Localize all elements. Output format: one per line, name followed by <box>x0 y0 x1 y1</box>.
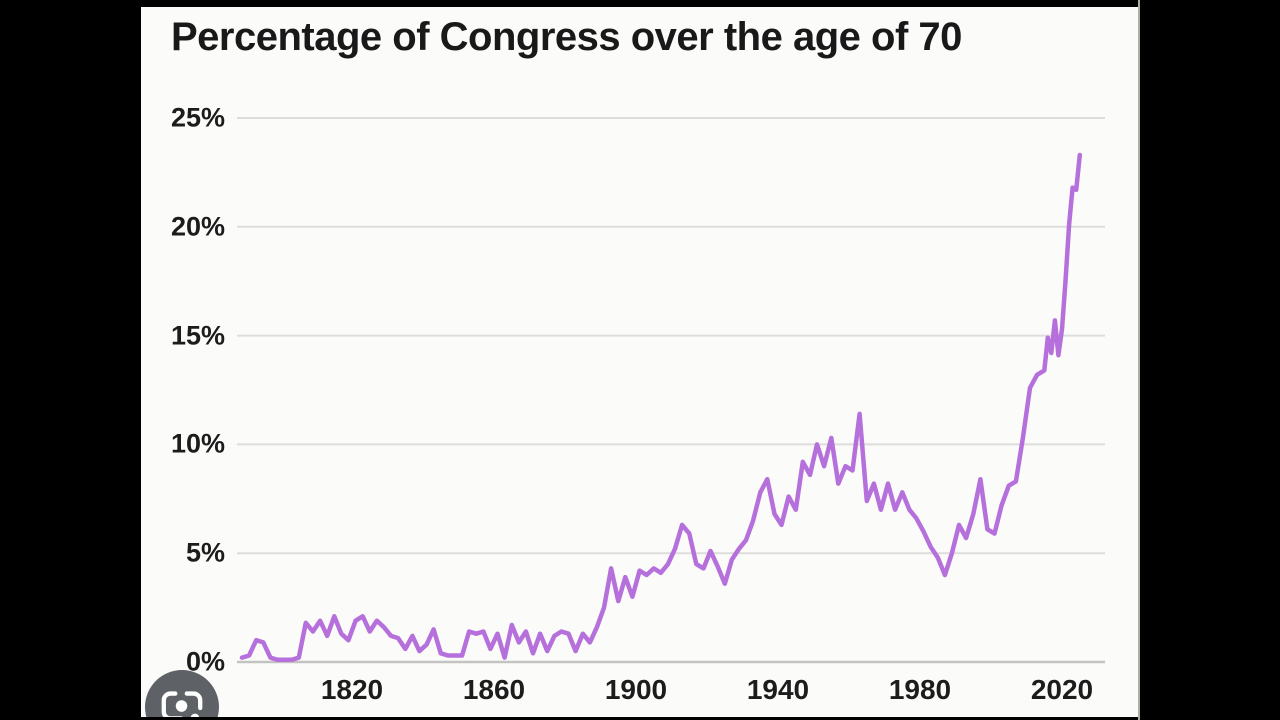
line-chart <box>237 117 1105 664</box>
y-tick-label-0: 0% <box>185 646 225 677</box>
google-lens-camera-icon <box>161 691 203 717</box>
google-lens-button[interactable] <box>145 670 219 717</box>
chart-image: Percentage of Congress over the age of 7… <box>141 7 1138 717</box>
chart-title: Percentage of Congress over the age of 7… <box>171 15 962 59</box>
y-tick-label-5: 5% <box>185 537 225 568</box>
letterbox-right <box>1138 0 1280 720</box>
y-tick-label-15: 15% <box>170 320 225 351</box>
congress-over-70-line <box>239 152 1083 663</box>
x-tick-label-1860: 1860 <box>462 674 526 705</box>
x-tick-label-1980: 1980 <box>888 674 952 705</box>
y-tick-label-10: 10% <box>170 428 225 459</box>
x-tick-label-1820: 1820 <box>320 674 384 705</box>
y-tick-label-25: 25% <box>170 102 225 133</box>
x-tick-label-2020: 2020 <box>1030 674 1094 705</box>
x-tick-label-1900: 1900 <box>604 674 668 705</box>
y-tick-label-20: 20% <box>170 211 225 242</box>
letterbox-left <box>0 0 141 720</box>
x-tick-label-1940: 1940 <box>746 674 810 705</box>
